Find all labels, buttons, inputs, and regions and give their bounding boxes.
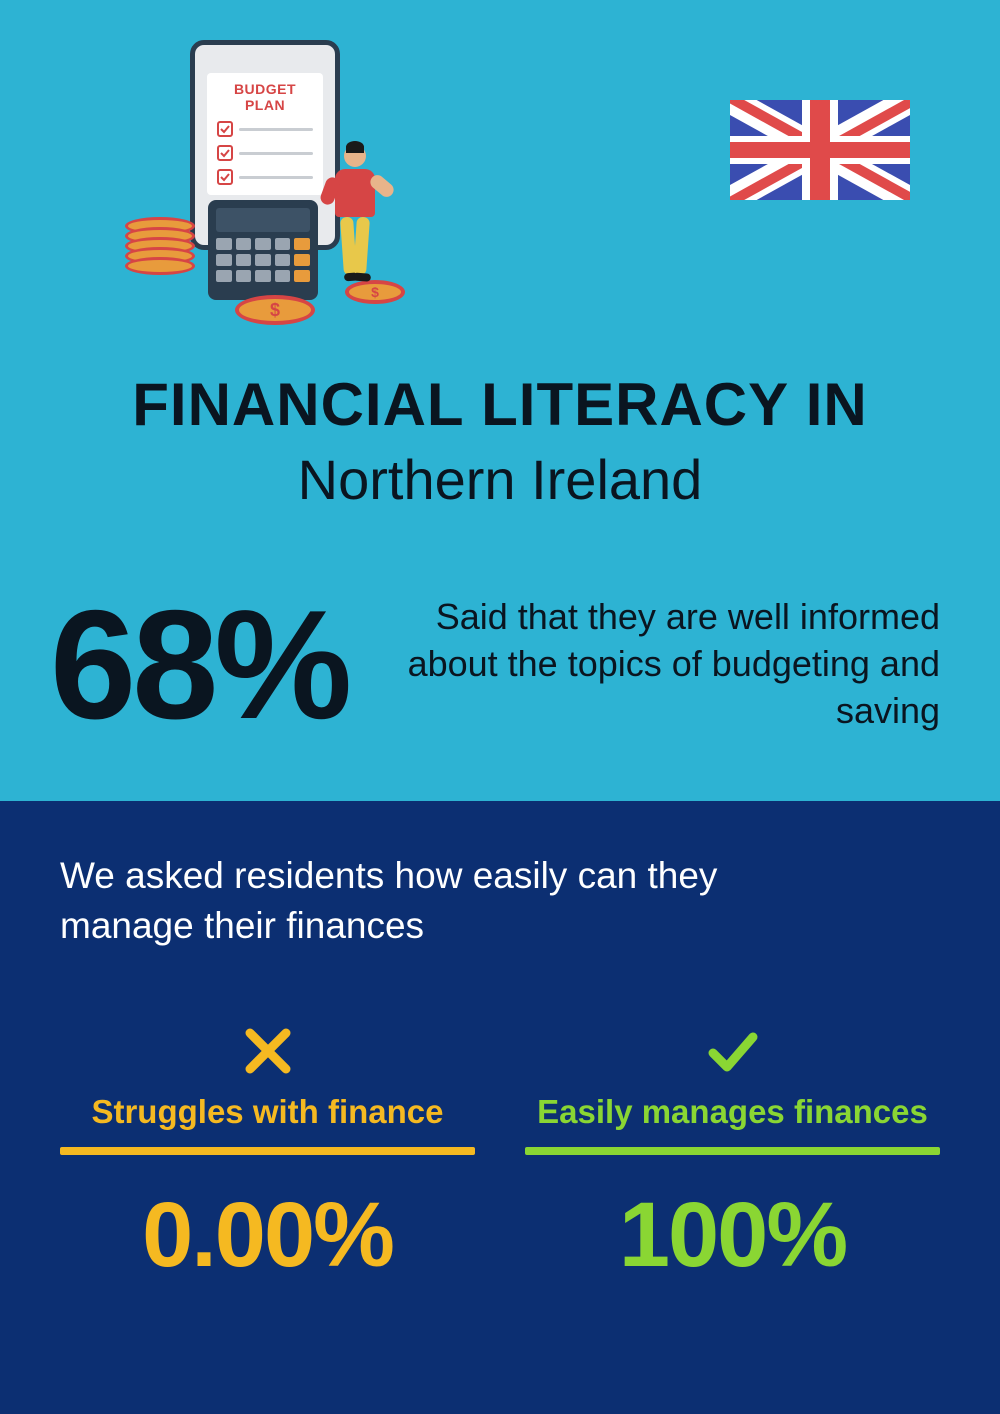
result-struggles-value: 0.00% xyxy=(60,1183,475,1288)
person-icon xyxy=(325,145,385,295)
headline-stat: 68% Said that they are well informed abo… xyxy=(0,512,1000,742)
title-sub: Northern Ireland xyxy=(0,447,1000,512)
coin-stack-icon xyxy=(125,225,195,275)
result-struggles-label: Struggles with finance xyxy=(60,1093,475,1131)
budget-illustration: BUDGET PLAN $ $ xyxy=(80,30,420,320)
divider xyxy=(60,1147,475,1155)
illustration-row: BUDGET PLAN $ $ xyxy=(0,0,1000,340)
calculator-icon xyxy=(208,200,318,300)
top-section: BUDGET PLAN $ $ xyxy=(0,0,1000,801)
check-icon xyxy=(525,1021,940,1081)
result-manages-value: 100% xyxy=(525,1183,940,1288)
results-row: Struggles with finance 0.00% Easily mana… xyxy=(60,1021,940,1288)
result-manages-label: Easily manages finances xyxy=(525,1093,940,1131)
headline-percentage: 68% xyxy=(50,587,348,742)
question-text: We asked residents how easily can they m… xyxy=(60,851,940,951)
title-block: FINANCIAL LITERACY IN Northern Ireland xyxy=(0,370,1000,512)
x-icon xyxy=(60,1021,475,1081)
result-struggles: Struggles with finance 0.00% xyxy=(60,1021,475,1288)
coin-icon: $ xyxy=(235,295,315,325)
bottom-section: We asked residents how easily can they m… xyxy=(0,801,1000,1414)
divider xyxy=(525,1147,940,1155)
headline-description: Said that they are well informed about t… xyxy=(378,594,940,734)
uk-flag-icon xyxy=(730,100,910,200)
clipboard-label: BUDGET PLAN xyxy=(217,81,313,113)
title-main: FINANCIAL LITERACY IN xyxy=(0,370,1000,439)
result-manages: Easily manages finances 100% xyxy=(525,1021,940,1288)
